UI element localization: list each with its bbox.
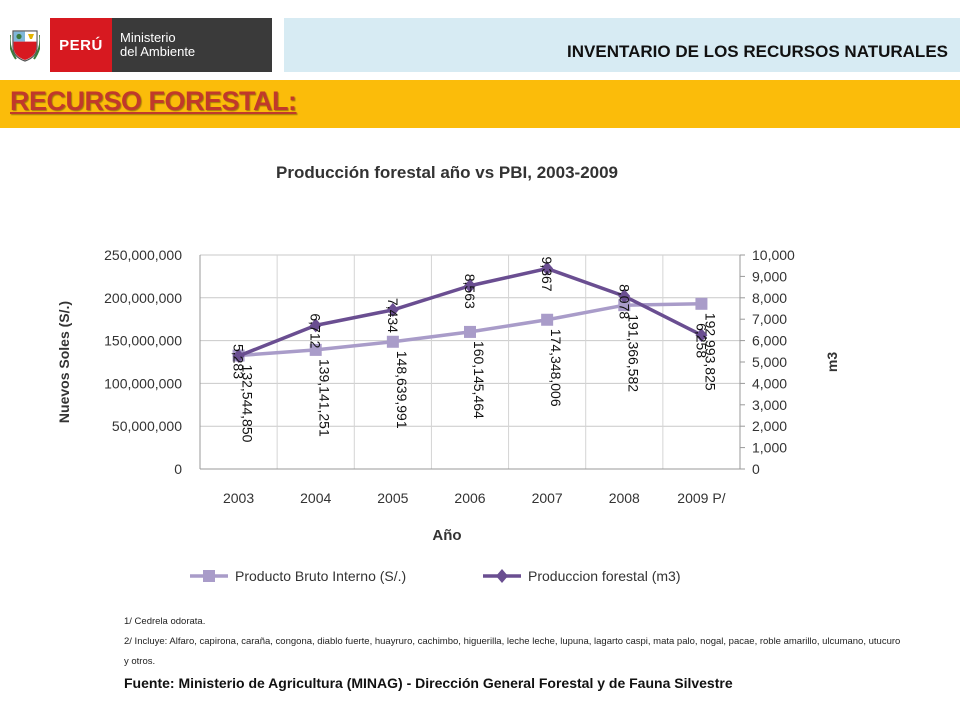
series-forestal-marker (541, 261, 554, 276)
data-label-forestal: 7,434 (385, 298, 401, 333)
x-tick-label: 2005 (377, 490, 408, 506)
footnotes: 1/ Cedrela odorata. 2/ Incluye: Alfaro, … (124, 612, 904, 694)
logo-ministry-line2: del Ambiente (120, 44, 196, 59)
header-title: INVENTARIO DE LOS RECURSOS NATURALES (567, 42, 948, 61)
legend-pbi-label: Producto Bruto Interno (S/.) (235, 568, 406, 584)
right-tick-label: 9,000 (752, 268, 787, 284)
series-pbi-marker (695, 297, 708, 310)
data-label-pbi: 174,348,006 (548, 329, 564, 407)
x-tick-label: 2003 (223, 490, 254, 506)
data-label-pbi: 160,145,464 (471, 341, 487, 419)
series-pbi-marker (309, 343, 322, 356)
series-forestal-marker (464, 278, 476, 293)
coat-of-arms-icon (10, 30, 40, 62)
right-tick-label: 7,000 (752, 311, 787, 327)
series-pbi-marker (464, 325, 476, 338)
logo-country: PERÚ (50, 18, 112, 72)
left-tick-label: 150,000,000 (104, 333, 182, 349)
data-label-forestal: 6,712 (308, 313, 324, 348)
left-tick-label: 0 (174, 461, 182, 477)
left-tick-label: 100,000,000 (104, 375, 182, 391)
data-label-forestal: 8,078 (616, 284, 632, 319)
right-tick-label: 10,000 (752, 247, 795, 263)
right-tick-label: 5,000 (752, 354, 787, 370)
series-forestal-marker (618, 289, 631, 304)
section-title: RECURSO FORESTAL: (10, 86, 297, 116)
x-tick-label: 2008 (609, 490, 640, 506)
data-label-forestal: 5,283 (231, 344, 247, 379)
right-tick-label: 2,000 (752, 418, 787, 434)
chart-svg: Producción forestal año vs PBI, 2003-200… (56, 163, 840, 584)
footnote-1: 1/ Cedrela odorata. (124, 616, 206, 627)
right-tick-label: 3,000 (752, 397, 787, 413)
left-tick-label: 200,000,000 (104, 290, 182, 306)
header-title-bar: INVENTARIO DE LOS RECURSOS NATURALES (284, 18, 960, 72)
data-label-pbi: 191,366,582 (625, 314, 641, 392)
right-tick-label: 1,000 (752, 440, 787, 456)
crest-box (0, 18, 50, 72)
right-tick-label: 4,000 (752, 375, 787, 391)
x-tick-label: 2004 (300, 490, 331, 506)
series-pbi-marker (618, 299, 631, 312)
legend-pbi-marker (203, 570, 215, 582)
y-axis-left-label: Nuevos Soles (S/.) (56, 301, 72, 423)
chart-title: Producción forestal año vs PBI, 2003-200… (276, 163, 618, 182)
footnote-2: 2/ Incluye: Alfaro, capirona, caraña, co… (124, 636, 901, 667)
data-label-forestal: 8,563 (462, 274, 478, 309)
x-axis-label: Año (432, 527, 461, 544)
chart: Producción forestal año vs PBI, 2003-200… (40, 148, 920, 598)
data-label-forestal: 9,367 (539, 257, 555, 292)
series-forestal-marker (695, 328, 708, 343)
data-label-pbi: 148,639,991 (394, 351, 410, 429)
left-tick-label: 250,000,000 (104, 247, 182, 263)
data-label-forestal: 6,258 (693, 323, 709, 358)
y-axis-right-label: m3 (824, 352, 840, 372)
series-pbi-marker (541, 313, 554, 326)
logo-ministry-line1: Ministerio (120, 30, 176, 45)
data-label-pbi: 132,544,850 (240, 365, 256, 443)
legend-forestal-label: Produccion forestal (m3) (528, 568, 681, 584)
left-tick-label: 50,000,000 (112, 418, 182, 434)
data-label-pbi: 192,993,825 (702, 313, 718, 391)
series-forestal-marker (386, 302, 399, 317)
right-tick-label: 0 (752, 461, 760, 477)
series-forestal-marker (309, 318, 322, 333)
x-tick-label: 2007 (532, 490, 563, 506)
right-tick-label: 8,000 (752, 290, 787, 306)
x-tick-label: 2009 P/ (677, 490, 725, 506)
legend-forestal-marker (496, 569, 508, 583)
source-note: Fuente: Ministerio de Agricultura (MINAG… (124, 675, 733, 691)
logo-ministry: Ministerio del Ambiente (112, 18, 272, 72)
ministry-logo: PERÚ Ministerio del Ambiente (0, 18, 272, 72)
series-forestal-marker (232, 348, 245, 363)
series-pbi-marker (386, 335, 399, 348)
right-tick-label: 6,000 (752, 333, 787, 349)
section-bar: RECURSO FORESTAL: (0, 80, 960, 128)
x-tick-label: 2006 (454, 490, 485, 506)
data-label-pbi: 139,141,251 (317, 359, 333, 437)
